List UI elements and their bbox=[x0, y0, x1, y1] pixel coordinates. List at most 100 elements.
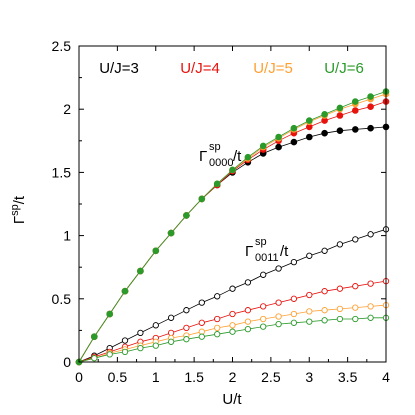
data-point bbox=[336, 315, 344, 323]
data-point bbox=[367, 303, 374, 310]
data-point bbox=[352, 283, 359, 290]
data-point bbox=[367, 124, 374, 132]
y-axis-label-main: Γ bbox=[11, 216, 28, 224]
data-point bbox=[336, 241, 344, 248]
data-point bbox=[321, 247, 328, 254]
data-point bbox=[290, 138, 298, 146]
data-point bbox=[290, 295, 298, 302]
data-point bbox=[183, 324, 190, 332]
data-point bbox=[336, 104, 344, 112]
data-point bbox=[260, 303, 267, 310]
data-point bbox=[367, 103, 374, 110]
data-point bbox=[91, 355, 98, 362]
data-point bbox=[306, 318, 313, 325]
data-point bbox=[352, 315, 359, 323]
data-point bbox=[336, 112, 344, 119]
data-point bbox=[244, 307, 252, 314]
data-point bbox=[214, 331, 221, 338]
data-point bbox=[290, 319, 298, 326]
data-point bbox=[198, 319, 205, 326]
data-point bbox=[106, 310, 113, 318]
data-point bbox=[367, 314, 374, 321]
data-point bbox=[214, 293, 221, 300]
data-point bbox=[351, 98, 359, 105]
legend: U/J=3 U/J=4 U/J=5 U/J=6 bbox=[99, 60, 364, 77]
annotation-gamma-0000-sub: 0000 bbox=[209, 157, 233, 169]
annotation-gamma-0000: Γ sp 0000 /t bbox=[199, 141, 242, 169]
series-0000-uj6 bbox=[75, 88, 390, 366]
data-point bbox=[152, 247, 160, 255]
y-tick-label: 1 bbox=[63, 228, 71, 244]
data-point bbox=[336, 127, 344, 134]
x-tick-label: 3.5 bbox=[338, 369, 358, 385]
annotation-gamma-0011-symbol: Γ bbox=[245, 243, 253, 260]
data-point bbox=[198, 195, 206, 203]
series-0011-uj3 bbox=[75, 226, 390, 366]
data-point bbox=[167, 314, 175, 321]
data-point bbox=[152, 342, 159, 349]
data-point bbox=[260, 271, 267, 278]
data-point bbox=[275, 143, 282, 151]
data-point bbox=[260, 323, 267, 330]
data-point bbox=[290, 310, 298, 318]
data-point bbox=[244, 279, 252, 286]
data-point bbox=[152, 322, 159, 329]
data-point bbox=[229, 310, 236, 318]
x-tick-label: 1 bbox=[152, 369, 160, 385]
data-point bbox=[198, 333, 205, 340]
data-point bbox=[367, 231, 374, 238]
data-point bbox=[351, 107, 359, 114]
x-tick-label: 0 bbox=[75, 369, 83, 385]
data-point bbox=[290, 124, 298, 132]
data-point bbox=[275, 299, 282, 306]
data-point bbox=[229, 166, 236, 174]
data-point bbox=[167, 229, 175, 237]
data-point bbox=[91, 333, 98, 341]
data-point bbox=[275, 133, 282, 141]
data-point bbox=[352, 304, 359, 311]
y-tick-label: 0.5 bbox=[52, 291, 72, 307]
annotation-gamma-0000-tail: /t bbox=[233, 148, 242, 165]
annotation-gamma-0011-sub: 0011 bbox=[255, 252, 279, 264]
ticks-layer: 0 0.5 1 1.5 2 2.5 3 3.5 4 0 0.5 1 1.5 2 2.5 bbox=[52, 38, 391, 385]
data-point bbox=[137, 267, 144, 275]
annotation-gamma-0011-main: Γ bbox=[245, 243, 253, 260]
data-point bbox=[367, 280, 374, 287]
data-point bbox=[121, 287, 129, 295]
x-tick-label: 0.5 bbox=[108, 369, 128, 385]
data-point bbox=[290, 258, 298, 266]
annotation-gamma-0000-main: Γ bbox=[199, 148, 207, 165]
data-point bbox=[137, 344, 144, 352]
data-point bbox=[183, 307, 190, 314]
data-point bbox=[321, 307, 328, 314]
data-point bbox=[305, 133, 313, 141]
y-axis-label-tail: /t bbox=[11, 195, 28, 204]
y-axis-label-text: Γsp/t bbox=[9, 195, 28, 224]
annotation-gamma-0000-symbol: Γ bbox=[199, 148, 207, 165]
data-point bbox=[229, 328, 236, 335]
y-axis-label-sup: sp bbox=[9, 204, 21, 216]
y-tick-label: 2 bbox=[63, 101, 71, 117]
y-tick-label: 2.5 bbox=[52, 38, 72, 54]
annotation-gamma-0011: Γ sp 0011 /t bbox=[245, 236, 289, 264]
data-point bbox=[306, 291, 313, 299]
data-point bbox=[137, 329, 144, 337]
annotation-gamma-0011-sup: sp bbox=[255, 236, 267, 248]
legend-entry: U/J=3 bbox=[99, 60, 139, 77]
data-point bbox=[351, 126, 359, 133]
data-point bbox=[244, 153, 252, 161]
data-point bbox=[259, 142, 267, 150]
y-axis-label: Γsp/t bbox=[9, 195, 28, 224]
data-point bbox=[306, 252, 313, 259]
legend-entry: U/J=6 bbox=[324, 60, 364, 77]
data-point bbox=[275, 265, 282, 272]
annotation-gamma-0011-tail: /t bbox=[280, 243, 289, 260]
data-point bbox=[121, 348, 129, 356]
data-point bbox=[183, 336, 190, 343]
data-point bbox=[305, 117, 313, 124]
data-point bbox=[275, 313, 282, 320]
data-point bbox=[336, 285, 344, 292]
data-point bbox=[183, 212, 190, 219]
legend-entry: U/J=4 bbox=[180, 60, 220, 77]
x-tick-label: 1.5 bbox=[184, 369, 204, 385]
